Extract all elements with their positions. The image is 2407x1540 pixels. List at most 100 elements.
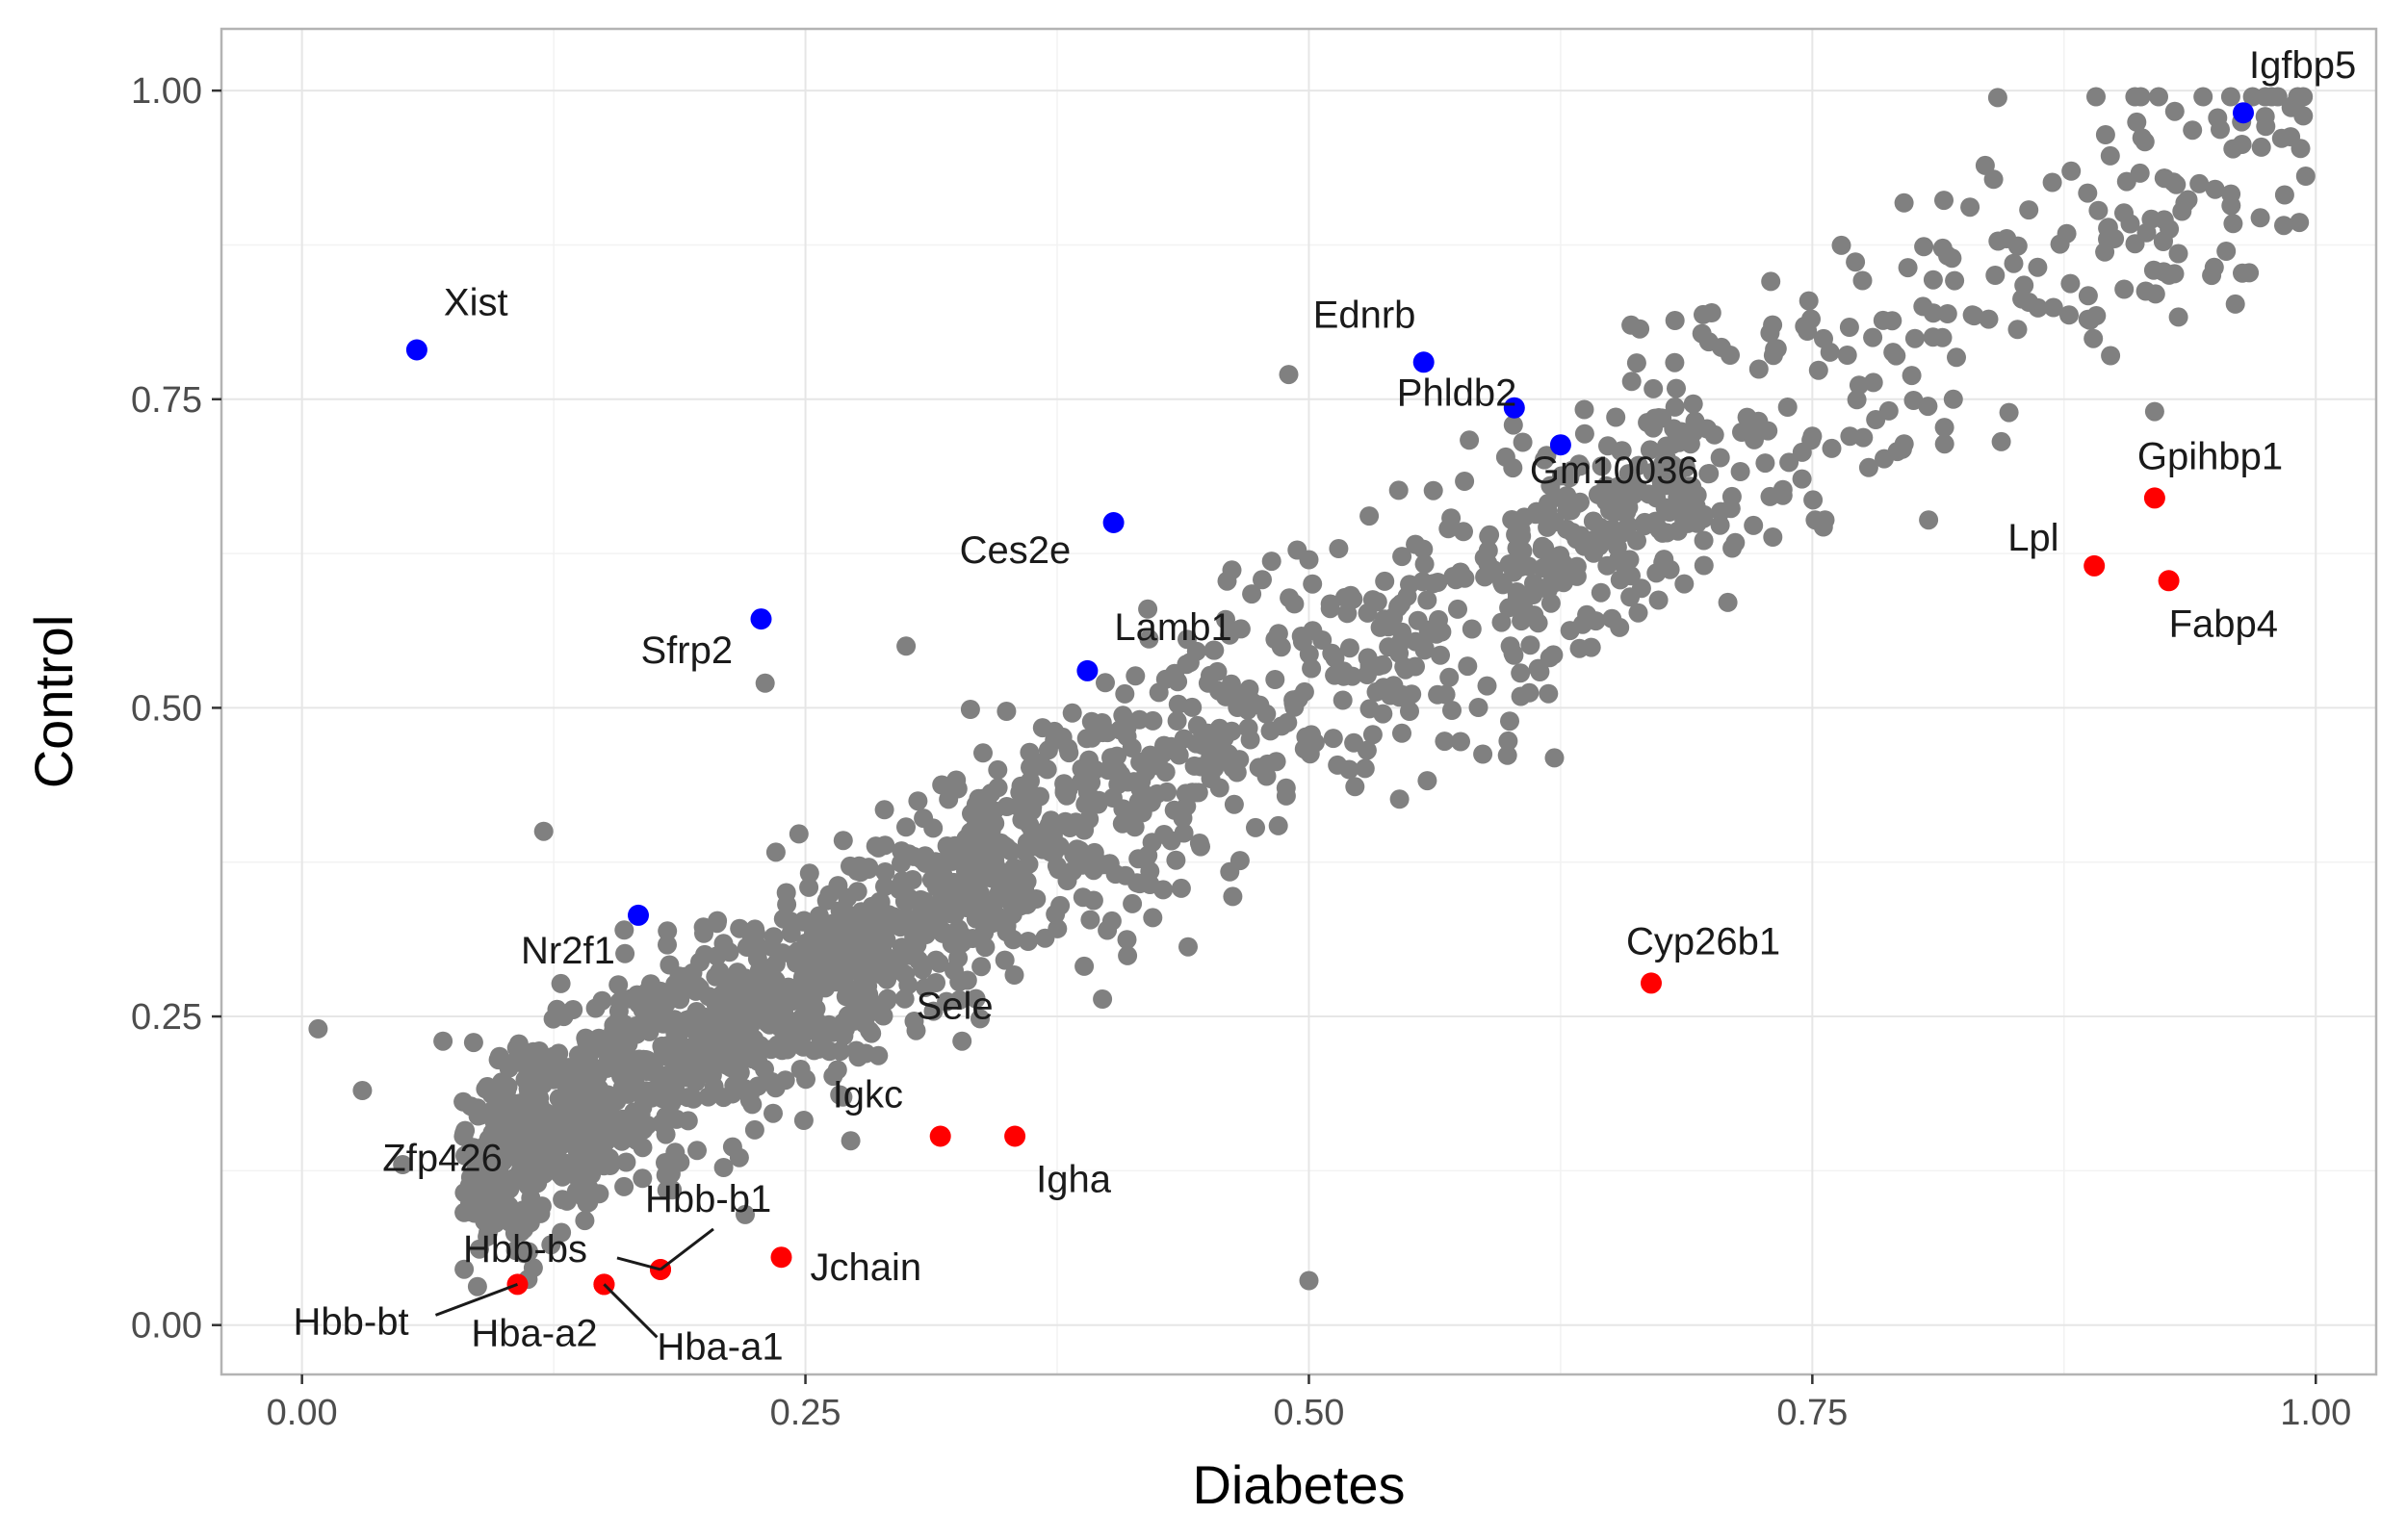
background-point <box>1138 845 1158 865</box>
background-point <box>698 1087 718 1107</box>
background-point <box>1166 850 1186 870</box>
background-point <box>744 1119 764 1140</box>
background-point <box>1261 552 1281 572</box>
background-point <box>1831 235 1851 255</box>
background-point <box>1455 472 1475 491</box>
highlight-point-ces2e <box>1102 512 1125 533</box>
background-point <box>1214 749 1234 769</box>
background-point <box>594 1156 614 1176</box>
background-point <box>1131 771 1152 791</box>
background-point <box>1590 536 1609 556</box>
background-point <box>1243 693 1263 713</box>
background-point <box>1477 676 1497 696</box>
background-point <box>755 673 775 693</box>
background-point <box>1268 624 1288 644</box>
background-point <box>689 978 710 998</box>
background-point <box>2116 171 2136 192</box>
background-point <box>1276 778 1296 798</box>
background-point <box>749 999 769 1019</box>
background-point <box>1439 667 1460 687</box>
background-point <box>875 862 895 882</box>
background-point <box>833 831 853 851</box>
background-point <box>2223 214 2243 234</box>
background-point <box>1802 426 1823 447</box>
background-point <box>2135 281 2156 301</box>
background-point <box>1748 359 1769 379</box>
background-point <box>549 1043 569 1064</box>
background-point <box>1389 789 1410 809</box>
background-point <box>530 1041 550 1061</box>
background-point <box>1934 191 1954 211</box>
background-point <box>645 1086 665 1106</box>
background-point <box>551 973 571 993</box>
background-point <box>1694 530 1714 551</box>
background-point <box>874 800 894 820</box>
background-point <box>916 853 936 873</box>
background-point <box>669 966 689 987</box>
point-label: Hba-a1 <box>657 1325 783 1368</box>
background-point <box>1379 617 1398 637</box>
background-point <box>606 1058 626 1078</box>
background-point <box>1220 625 1240 645</box>
background-point <box>627 1024 647 1044</box>
background-point <box>1004 858 1024 878</box>
background-point <box>476 1079 496 1099</box>
background-point <box>1694 555 1714 576</box>
background-point <box>608 1110 628 1130</box>
background-point <box>1062 703 1082 723</box>
background-point <box>2251 137 2271 157</box>
background-point <box>556 1076 577 1096</box>
background-point <box>703 1014 723 1035</box>
point-label: Hba-a2 <box>471 1312 597 1354</box>
x-axis-title: Diabetes <box>1192 1454 1405 1515</box>
background-point <box>2100 145 2120 166</box>
background-point <box>587 1114 608 1134</box>
background-point <box>1744 515 1764 535</box>
background-point <box>532 1074 553 1094</box>
background-point <box>1256 704 1277 724</box>
background-point <box>748 1076 768 1096</box>
background-point <box>656 1124 676 1144</box>
point-label: Sfrp2 <box>641 629 734 672</box>
background-point <box>1942 248 1962 269</box>
background-point <box>1947 347 1966 368</box>
background-point <box>1333 690 1353 710</box>
background-point <box>796 1069 815 1090</box>
background-point <box>1322 643 1342 663</box>
background-point <box>733 1036 752 1055</box>
background-point <box>534 1164 555 1184</box>
background-point <box>1032 718 1052 738</box>
background-point <box>1079 809 1100 829</box>
background-point <box>1904 328 1925 348</box>
background-point <box>1761 271 1781 292</box>
background-point <box>1186 733 1206 754</box>
background-point <box>1640 440 1660 460</box>
background-point <box>514 1051 534 1071</box>
background-point <box>646 1006 666 1026</box>
point-label: Hbb-bt <box>294 1300 409 1343</box>
background-point <box>2059 305 2079 325</box>
highlight-point-igkc <box>929 1125 951 1147</box>
background-point <box>1067 839 1087 860</box>
background-point <box>1413 539 1434 559</box>
background-point <box>1745 429 1764 449</box>
background-point <box>1028 756 1048 776</box>
background-point <box>2291 139 2311 159</box>
background-point <box>2042 172 2062 192</box>
background-point <box>505 1168 524 1188</box>
background-point <box>455 1184 476 1204</box>
background-point <box>1392 723 1411 743</box>
background-point <box>472 1199 492 1219</box>
background-point <box>2086 87 2106 107</box>
background-point <box>667 1066 687 1087</box>
background-point <box>1140 745 1160 765</box>
background-point <box>1923 270 1943 290</box>
background-point <box>949 990 970 1010</box>
background-point <box>638 981 658 1001</box>
background-point <box>1591 582 1611 603</box>
background-point <box>1511 663 1531 683</box>
point-label: Hbb-bs <box>463 1228 587 1270</box>
background-point <box>2057 223 2077 244</box>
background-point <box>661 1092 682 1113</box>
background-point <box>670 1014 690 1035</box>
